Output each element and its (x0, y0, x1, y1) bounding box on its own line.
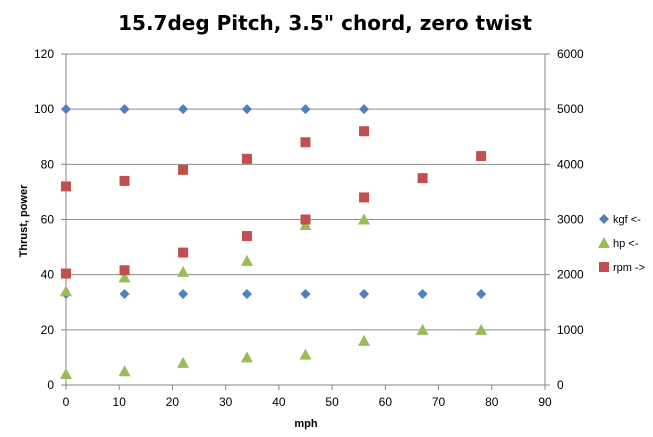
data-point (178, 288, 189, 299)
data-point (416, 323, 429, 335)
data-point (61, 104, 71, 115)
data-point (299, 219, 312, 231)
data-point (241, 288, 252, 299)
y-tick-label: 0 (47, 378, 54, 392)
y-tick-label: 20 (41, 323, 55, 337)
data-point (118, 365, 131, 377)
x-tick-label: 80 (485, 395, 499, 409)
x-tick-label: 0 (63, 395, 70, 409)
legend-marker (598, 237, 610, 248)
data-point (476, 151, 487, 162)
y2-tick-label: 5000 (557, 102, 584, 116)
y2-tick-label: 1000 (557, 323, 584, 337)
data-point (417, 173, 428, 184)
data-point (178, 104, 189, 115)
x-tick-label: 70 (432, 395, 446, 409)
legend-label: kgf <- (613, 214, 641, 226)
legend-label: hp <- (613, 238, 639, 250)
x-tick-label: 90 (538, 395, 552, 409)
y2-tick-label: 0 (557, 378, 564, 392)
series-diamond (61, 104, 487, 299)
legend-item: rpm -> (599, 262, 645, 274)
y-axis-title: Thrust, power (18, 184, 30, 257)
y2-tick-label: 3000 (557, 213, 584, 227)
data-points (60, 104, 488, 379)
x-tick-label: 10 (113, 395, 127, 409)
data-point (119, 104, 130, 115)
legend-item: kgf <- (599, 214, 641, 226)
data-point (119, 288, 130, 299)
y2-tick-label: 6000 (557, 47, 584, 61)
data-point (475, 323, 488, 335)
data-point (300, 288, 311, 299)
data-point (300, 137, 311, 148)
data-point (177, 356, 190, 368)
data-point (240, 254, 253, 266)
data-point (177, 265, 190, 277)
x-tick-label: 50 (325, 395, 339, 409)
legend-marker (599, 262, 609, 272)
y-tick-label: 120 (34, 47, 54, 61)
data-point (178, 247, 189, 258)
data-point (61, 181, 71, 192)
data-point (417, 288, 428, 299)
data-point (358, 213, 371, 225)
data-point (476, 288, 487, 299)
y2-tick-label: 2000 (557, 268, 584, 282)
data-point (359, 192, 370, 203)
data-point (60, 367, 72, 379)
series-triangle (60, 213, 488, 379)
data-point (359, 288, 370, 299)
data-point (118, 271, 131, 283)
axes (61, 53, 550, 390)
data-point (300, 104, 311, 115)
y-tick-label: 100 (34, 102, 54, 116)
series-square (61, 126, 487, 279)
y-tick-label: 80 (41, 157, 55, 171)
data-point (241, 153, 252, 164)
data-point (241, 104, 252, 115)
data-point (241, 231, 252, 242)
chart-title: 15.7deg Pitch, 3.5" chord, zero twist (118, 11, 532, 35)
data-point (300, 214, 311, 225)
y-tick-label: 40 (41, 268, 55, 282)
x-axis-title: mph (294, 418, 318, 430)
x-tick-label: 20 (166, 395, 180, 409)
data-point (359, 104, 370, 115)
tick-labels: 0 10 20 30 40 50 60 70 80 90 0 20 40 60 80 100 120 0 1000 2… (34, 47, 584, 409)
x-tick-label: 60 (379, 395, 393, 409)
x-tick-label: 30 (219, 395, 233, 409)
legend: kgf <- hp <- rpm -> (598, 214, 645, 274)
data-point (178, 164, 189, 175)
gridlines (66, 53, 545, 331)
data-point (61, 268, 71, 279)
data-point (60, 285, 72, 297)
y2-tick-label: 4000 (557, 157, 584, 171)
data-point (119, 175, 130, 186)
x-tick-label: 40 (272, 395, 286, 409)
legend-marker (599, 214, 609, 224)
data-point (358, 334, 371, 346)
legend-item: hp <- (598, 237, 639, 250)
data-point (119, 265, 130, 276)
data-point (299, 348, 312, 360)
y-tick-label: 60 (41, 213, 55, 227)
legend-label: rpm -> (613, 262, 645, 274)
data-point (359, 126, 370, 137)
data-point (240, 351, 253, 363)
